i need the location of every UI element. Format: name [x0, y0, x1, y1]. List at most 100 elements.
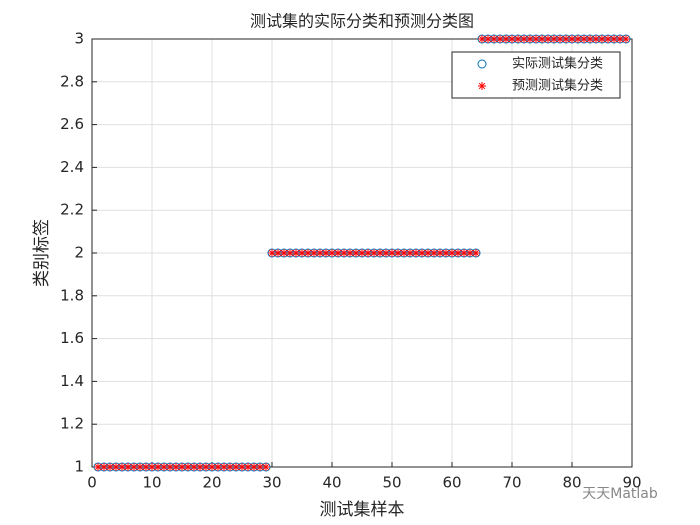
- point: [226, 463, 234, 471]
- legend-label: 实际测试集分类: [512, 56, 603, 72]
- point: [184, 463, 192, 471]
- point: [160, 463, 168, 471]
- y-tick-label: 1.4: [60, 372, 84, 390]
- point: [280, 249, 288, 257]
- x-tick-label: 30: [262, 474, 281, 492]
- point: [406, 249, 414, 257]
- point: [544, 35, 552, 43]
- point: [376, 249, 384, 257]
- point: [370, 249, 378, 257]
- point: [568, 35, 576, 43]
- point: [196, 463, 204, 471]
- point: [622, 35, 630, 43]
- x-tick-label: 50: [382, 474, 401, 492]
- y-tick-label: 1.8: [60, 286, 84, 304]
- y-tick-label: 2.6: [60, 115, 84, 133]
- point: [484, 35, 492, 43]
- point: [214, 463, 222, 471]
- x-tick-label: 70: [502, 474, 521, 492]
- point: [244, 463, 252, 471]
- y-tick-label: 2.4: [60, 158, 84, 176]
- y-tick-label: 1: [74, 458, 84, 476]
- point: [610, 35, 618, 43]
- point: [292, 249, 300, 257]
- point: [460, 249, 468, 257]
- point: [436, 249, 444, 257]
- point: [466, 249, 474, 257]
- point: [526, 35, 534, 43]
- point: [556, 35, 564, 43]
- point: [562, 35, 570, 43]
- point: [424, 249, 432, 257]
- point: [298, 249, 306, 257]
- point: [448, 249, 456, 257]
- point: [250, 463, 258, 471]
- point: [496, 35, 504, 43]
- x-axis-label: 测试集样本: [320, 500, 405, 520]
- point: [220, 463, 228, 471]
- point: [154, 463, 162, 471]
- point: [106, 463, 114, 471]
- point: [190, 463, 198, 471]
- point: [472, 249, 480, 257]
- y-tick-label: 1.6: [60, 329, 84, 347]
- point: [286, 249, 294, 257]
- x-tick-label: 10: [142, 474, 161, 492]
- point: [532, 35, 540, 43]
- chart-title: 测试集的实际分类和预测分类图: [250, 12, 474, 31]
- point: [592, 35, 600, 43]
- point: [388, 249, 396, 257]
- y-tick-label: 3: [74, 30, 84, 48]
- point: [508, 35, 516, 43]
- point: [586, 35, 594, 43]
- point: [322, 249, 330, 257]
- point: [172, 463, 180, 471]
- point: [208, 463, 216, 471]
- legend-label: 预测测试集分类: [512, 78, 603, 94]
- watermark: 天天Matlab: [582, 486, 658, 502]
- legend-box: [451, 51, 621, 99]
- point: [454, 249, 462, 257]
- point: [502, 35, 510, 43]
- x-tick-label: 40: [322, 474, 341, 492]
- point: [238, 463, 246, 471]
- point: [604, 35, 612, 43]
- legend-marker: [478, 82, 486, 90]
- point: [316, 249, 324, 257]
- point: [520, 35, 528, 43]
- y-axis-label: 类别标签: [32, 219, 52, 287]
- point: [274, 249, 282, 257]
- point: [382, 249, 390, 257]
- legend-marker: [477, 59, 487, 69]
- point: [256, 463, 264, 471]
- point: [394, 249, 402, 257]
- point: [178, 463, 186, 471]
- point: [418, 249, 426, 257]
- x-tick-label: 0: [87, 474, 97, 492]
- point: [304, 249, 312, 257]
- x-tick-label: 80: [562, 474, 581, 492]
- point: [538, 35, 546, 43]
- point: [202, 463, 210, 471]
- point: [340, 249, 348, 257]
- point: [490, 35, 498, 43]
- point: [550, 35, 558, 43]
- point: [580, 35, 588, 43]
- point: [364, 249, 372, 257]
- point: [442, 249, 450, 257]
- point: [118, 463, 126, 471]
- point: [310, 249, 318, 257]
- point: [328, 249, 336, 257]
- point: [232, 463, 240, 471]
- x-tick-label: 60: [442, 474, 461, 492]
- point: [268, 249, 276, 257]
- point: [262, 463, 270, 471]
- point: [598, 35, 606, 43]
- point: [112, 463, 120, 471]
- point: [100, 463, 108, 471]
- point: [130, 463, 138, 471]
- point: [334, 249, 342, 257]
- point: [166, 463, 174, 471]
- plot-frame: [91, 38, 633, 468]
